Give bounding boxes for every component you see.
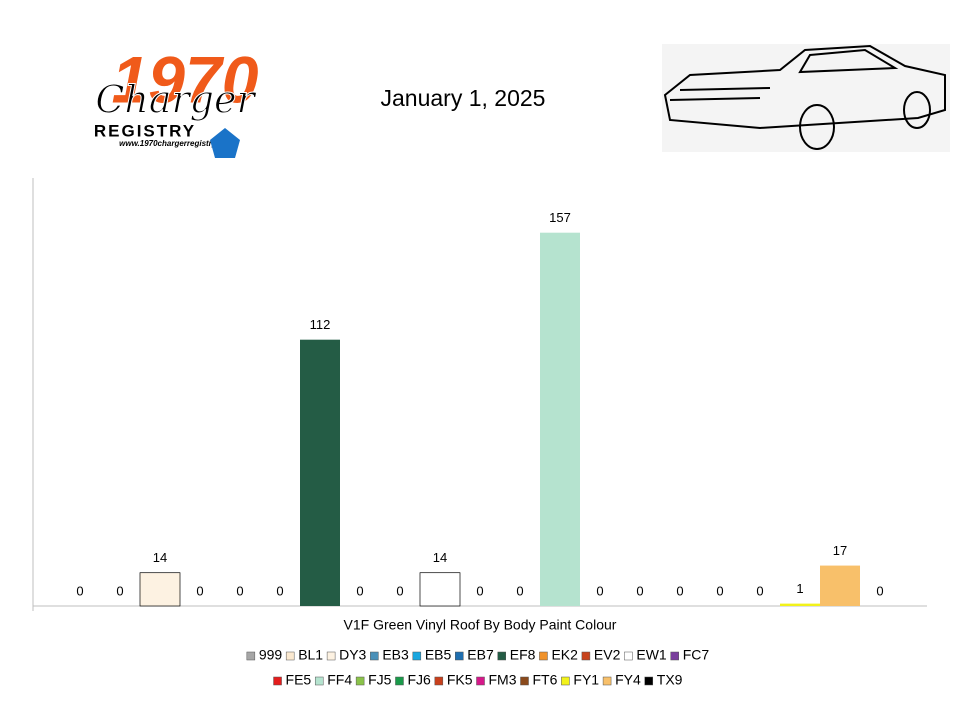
data-label: 0 bbox=[636, 583, 643, 598]
legend-swatch bbox=[355, 676, 365, 686]
bar bbox=[780, 603, 820, 606]
bar bbox=[419, 572, 461, 607]
legend-swatch bbox=[624, 651, 633, 661]
bar bbox=[139, 572, 181, 607]
data-label: 0 bbox=[596, 583, 603, 598]
legend-label: EB5 bbox=[425, 647, 452, 663]
legend-swatch bbox=[285, 651, 295, 661]
legend-swatch bbox=[497, 651, 506, 661]
data-label: 112 bbox=[310, 317, 331, 332]
legend-swatch bbox=[395, 676, 404, 686]
legend-swatch bbox=[581, 651, 591, 661]
data-label: 0 bbox=[116, 583, 123, 598]
data-label: 157 bbox=[549, 210, 571, 225]
legend-swatch bbox=[455, 651, 464, 661]
logo-name: Charger bbox=[95, 78, 257, 122]
logo-year: 1970 bbox=[112, 42, 259, 116]
legend-swatch bbox=[561, 676, 570, 686]
chart-title: January 1, 2025 bbox=[381, 85, 546, 111]
logo-star bbox=[210, 128, 240, 158]
bar bbox=[300, 339, 340, 606]
legend-label: FJ6 bbox=[407, 672, 431, 688]
legend-swatch bbox=[412, 651, 422, 661]
legend-label: EW1 bbox=[636, 647, 667, 663]
data-label: 17 bbox=[833, 543, 847, 558]
legend-label: FC7 bbox=[683, 647, 710, 663]
legend-label: EF8 bbox=[510, 647, 536, 663]
data-label: 14 bbox=[433, 550, 447, 565]
data-label: 0 bbox=[716, 583, 723, 598]
legend-swatch bbox=[273, 676, 282, 686]
legend-swatch bbox=[326, 651, 336, 661]
bar bbox=[540, 232, 580, 606]
bar bbox=[820, 565, 860, 606]
legend-swatch bbox=[644, 676, 654, 686]
data-label: 14 bbox=[153, 550, 167, 565]
legend-swatch bbox=[370, 651, 379, 661]
legend-label: FY1 bbox=[573, 672, 599, 688]
legend-label: TX9 bbox=[657, 672, 683, 688]
data-label: 0 bbox=[76, 583, 83, 598]
legend-label: 999 bbox=[259, 647, 283, 663]
legend-label: EK2 bbox=[551, 647, 578, 663]
logo-url: www.1970chargerregistry.com/ bbox=[119, 139, 237, 148]
legend-swatch bbox=[670, 651, 679, 661]
data-label: 0 bbox=[476, 583, 483, 598]
legend-label: EV2 bbox=[594, 647, 621, 663]
data-label: 0 bbox=[196, 583, 203, 598]
car-drawing bbox=[662, 44, 950, 152]
legend-label: EB7 bbox=[467, 647, 494, 663]
legend-label: FY4 bbox=[615, 672, 641, 688]
legend-label: BL1 bbox=[298, 647, 323, 663]
legend-label: DY3 bbox=[339, 647, 366, 663]
legend-swatch bbox=[602, 676, 612, 686]
data-label: 0 bbox=[276, 583, 283, 598]
legend-label: FF4 bbox=[327, 672, 352, 688]
data-label: 0 bbox=[356, 583, 363, 598]
data-label: 0 bbox=[756, 583, 763, 598]
legend-swatch bbox=[539, 651, 548, 661]
legend-label: EB3 bbox=[382, 647, 409, 663]
logo-registry: REGISTRY bbox=[94, 121, 196, 140]
legend-swatch bbox=[476, 676, 485, 686]
legend-swatch bbox=[520, 676, 529, 686]
legend-swatch bbox=[434, 676, 444, 686]
legend-label: FE5 bbox=[286, 672, 312, 688]
data-label: 1 bbox=[796, 581, 803, 596]
legend-label: FK5 bbox=[447, 672, 473, 688]
legend-label: FT6 bbox=[533, 672, 558, 688]
data-label: 0 bbox=[396, 583, 403, 598]
data-label: 0 bbox=[676, 583, 683, 598]
legend-label: FJ5 bbox=[368, 672, 392, 688]
x-tick-label: V1F Green Vinyl Roof By Body Paint Colou… bbox=[344, 617, 617, 633]
data-label: 0 bbox=[236, 583, 243, 598]
legend-swatch bbox=[246, 651, 256, 661]
data-label: 0 bbox=[876, 583, 883, 598]
legend-label: FM3 bbox=[489, 672, 517, 688]
legend-swatch bbox=[314, 676, 324, 686]
logo: 1970 Charger REGISTRY www.1970chargerreg… bbox=[94, 42, 259, 158]
data-label: 0 bbox=[516, 583, 523, 598]
